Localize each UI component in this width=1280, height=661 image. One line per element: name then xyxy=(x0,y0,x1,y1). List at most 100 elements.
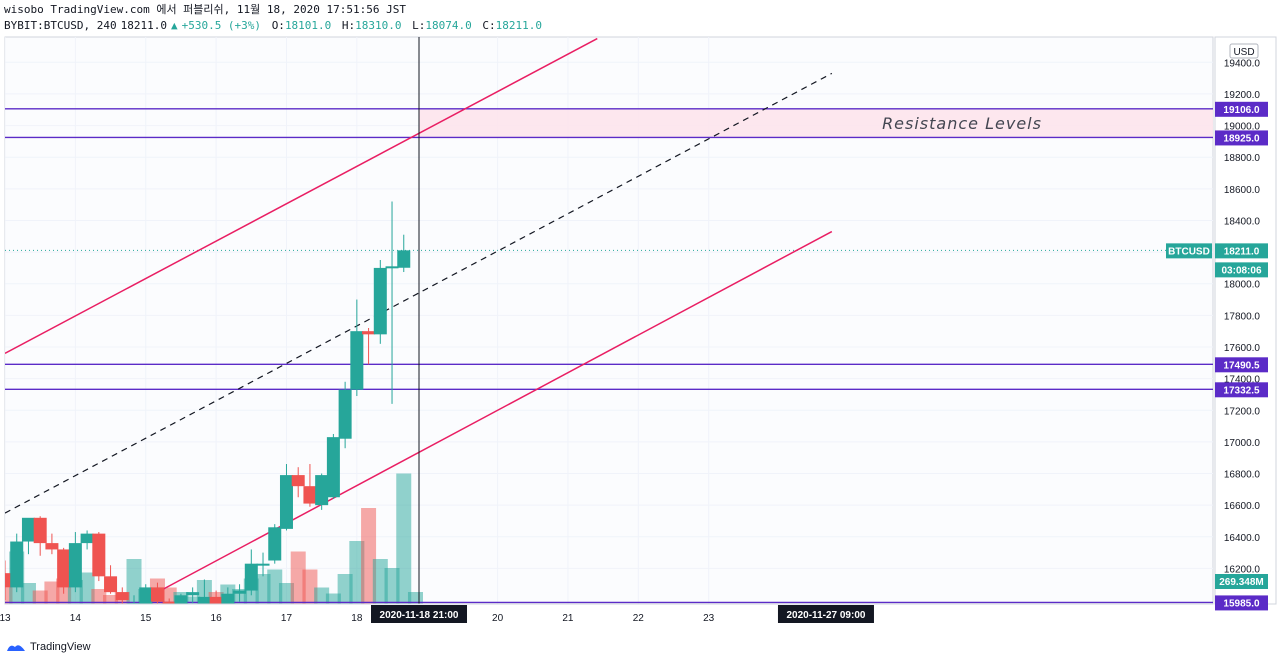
candle-body xyxy=(162,601,176,604)
time-tick-label: 18 xyxy=(351,613,363,624)
brand-name: TradingView xyxy=(30,641,91,653)
symbol-price-tag-bg xyxy=(1166,243,1212,259)
candle-body xyxy=(68,543,82,588)
volume-bar xyxy=(44,581,60,604)
open-value: 18101.0 xyxy=(284,19,332,32)
candle-body xyxy=(244,563,258,591)
volume-bar xyxy=(79,572,95,604)
resistance-zone xyxy=(419,108,1213,138)
candle-body xyxy=(291,475,305,487)
channel-mid-line xyxy=(5,72,833,514)
price-tick-label: 19200.0 xyxy=(1224,90,1261,101)
time-tick-label: 23 xyxy=(703,613,715,624)
volume-bar xyxy=(103,595,119,604)
volume-bar xyxy=(361,508,377,604)
price-tick-label: 17600.0 xyxy=(1224,343,1261,354)
volume-bar xyxy=(337,574,353,604)
price-tick-label: 17200.0 xyxy=(1224,406,1261,417)
candle-body xyxy=(362,331,376,335)
up-arrow-icon: ▲ xyxy=(170,19,178,32)
candle-body xyxy=(397,250,411,268)
crosshair-time-tag-bg xyxy=(371,605,468,623)
channel-upper-line xyxy=(5,37,598,354)
volume-bar xyxy=(384,568,400,604)
candle-body xyxy=(115,592,129,601)
level-15985-tag-bg xyxy=(1215,595,1268,611)
volume-bar xyxy=(255,574,271,604)
volume-bar xyxy=(372,559,388,604)
volume-bar xyxy=(20,583,36,604)
high-value: 18310.0 xyxy=(355,19,402,32)
price-tick-label: 16200.0 xyxy=(1224,564,1261,575)
candle-body xyxy=(45,543,59,550)
low-label: L: xyxy=(412,19,426,32)
close-label: C: xyxy=(482,19,496,32)
candle-body xyxy=(373,267,387,335)
candle-body xyxy=(186,592,200,596)
candle-body xyxy=(315,475,329,506)
candle-body xyxy=(33,517,47,544)
candle-body xyxy=(221,593,235,604)
time-tick-label: 20 xyxy=(492,613,504,624)
price-tick-label: 17400.0 xyxy=(1224,375,1261,386)
high-label: H: xyxy=(341,19,356,32)
candle-body xyxy=(92,533,106,577)
chart-header: wisobo TradingView.com 에서 퍼블리쉬, 11월 18, … xyxy=(4,2,546,34)
level-19106-tag-bg xyxy=(1215,101,1268,117)
volume-bar xyxy=(126,559,142,604)
volume-bar xyxy=(396,473,412,604)
price-tick-label: 18800.0 xyxy=(1224,153,1261,164)
volume-bar xyxy=(91,589,107,604)
volume-bar xyxy=(267,569,283,604)
low-value: 18074.0 xyxy=(425,19,472,32)
publish-info: wisobo TradingView.com 에서 퍼블리쉬, 11월 18, … xyxy=(4,3,406,16)
candle-body xyxy=(338,389,352,439)
candle-body xyxy=(209,596,223,604)
last-price-tag-bg xyxy=(1215,243,1268,259)
resistance-zone-label: Resistance Levels xyxy=(882,114,1042,133)
price-tick-label: 17000.0 xyxy=(1224,438,1261,449)
volume-bar xyxy=(278,583,294,604)
candle-body xyxy=(139,587,153,604)
last-price: 18211.0 xyxy=(120,19,167,32)
candle-body xyxy=(174,595,188,604)
currency-badge xyxy=(1229,43,1259,59)
level-17490-tag-bg xyxy=(1215,357,1268,373)
time-tick-label: 14 xyxy=(70,613,82,624)
ohlc-row: BYBIT:BTCUSD, 240 18211.0 ▲ +530.5 (+3%) O:… xyxy=(4,18,546,34)
candle-body xyxy=(21,517,35,542)
level-17332-tag: 17332.5 xyxy=(1223,385,1260,396)
change-value: +530.5 (+3%) xyxy=(181,19,262,32)
candle-body xyxy=(279,475,293,529)
volume-tag: 269.348M xyxy=(1219,577,1263,588)
level-15985-tag: 15985.0 xyxy=(1223,598,1260,609)
symbol-label[interactable]: BYBIT:BTCUSD, 240 xyxy=(4,19,117,32)
candle-body xyxy=(303,486,317,504)
price-tick-label: 16600.0 xyxy=(1224,501,1261,512)
candle-body xyxy=(104,576,118,593)
footer-brand[interactable]: TradingView xyxy=(6,641,91,653)
candle-body xyxy=(350,331,364,390)
volume-tag-bg xyxy=(1215,574,1268,589)
candle-body xyxy=(5,573,12,588)
channel-lower-line xyxy=(139,230,833,603)
candle-body xyxy=(268,527,282,561)
volume-bar xyxy=(314,587,330,604)
time-tick-label: 15 xyxy=(140,613,152,624)
price-tick-label: 16800.0 xyxy=(1224,470,1261,481)
level-19106-tag: 19106.0 xyxy=(1223,105,1260,116)
volume-bar xyxy=(349,541,365,604)
price-tick-label: 18000.0 xyxy=(1224,280,1261,291)
price-tick-label: 16400.0 xyxy=(1224,533,1261,544)
symbol-price-tag: BTCUSD xyxy=(1168,246,1210,257)
volume-bar xyxy=(161,587,177,604)
end-time-tag-bg xyxy=(777,605,874,623)
volume-bar xyxy=(290,551,306,604)
countdown-tag: 03:08:06 xyxy=(1221,265,1261,276)
candle-body xyxy=(80,533,94,544)
close-value: 18211.0 xyxy=(495,19,542,32)
price-tick-label: 17800.0 xyxy=(1224,311,1261,322)
volume-bar xyxy=(32,590,48,604)
plot-layer: Resistance Levels xyxy=(5,37,1213,604)
